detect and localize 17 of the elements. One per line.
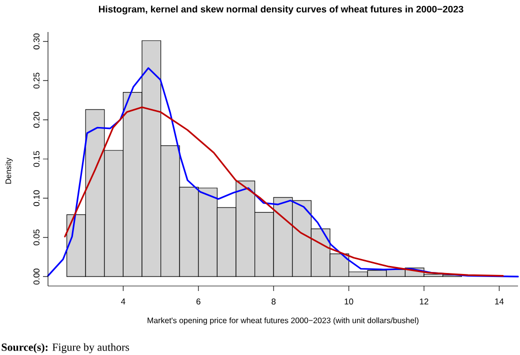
x-tick-label: 10 xyxy=(344,298,354,305)
line-series xyxy=(64,106,504,277)
x-tick-label: 12 xyxy=(420,298,428,304)
y-tick-label: 0.20 xyxy=(33,112,40,128)
x-tick-label: 8 xyxy=(272,298,276,305)
text: Source(s): Figure by authors xyxy=(2,343,130,354)
y-tick-label: 0.30 xyxy=(33,33,40,50)
y-tick-label: 0.10 xyxy=(33,190,40,206)
y-tick-label: 0.25 xyxy=(33,72,40,89)
line-series xyxy=(47,67,519,278)
chart-title: Histogram, kernel and skew normal density curves of wheat futures in 2000−2023 xyxy=(98,6,464,14)
y-tick-label: 0.15 xyxy=(33,151,40,167)
y-tick-label: 0.00 xyxy=(33,268,40,285)
y-tick-label: 0.05 xyxy=(33,230,40,246)
x-tick-label: 6 xyxy=(196,298,200,305)
x-tick-label: 14 xyxy=(495,298,504,304)
x-tick-label: 4 xyxy=(121,298,126,304)
